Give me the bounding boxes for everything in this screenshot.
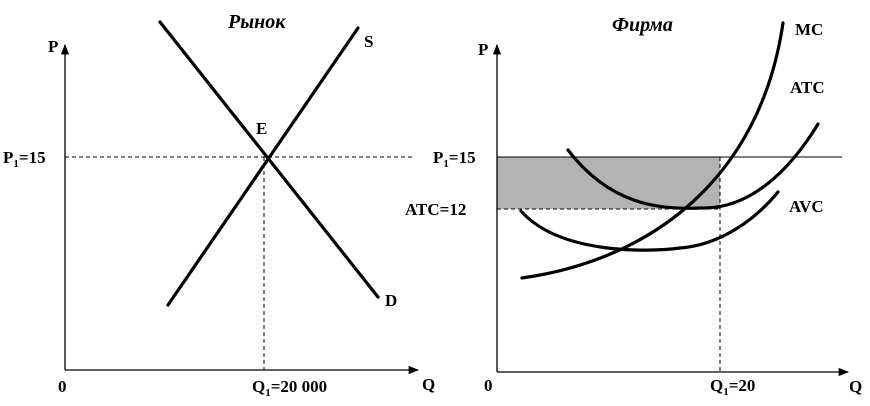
market-quantity-axis-label: Q [422,375,435,394]
mc-curve [520,21,785,280]
firm-price-value-label: P1=15 [433,148,476,170]
atc-label: ATC [790,78,825,97]
equilibrium-label: E [256,119,267,138]
market-panel: Рынок P Q 0 S D E P1=15 Q1=20 000 [3,11,435,399]
supply-label: S [364,32,373,51]
market-title: Рынок [227,11,286,33]
firm-atc-value-label: ATC=12 [405,200,466,219]
demand-label: D [385,291,397,310]
market-origin-label: 0 [58,377,67,396]
supply-curve [166,26,360,307]
firm-quantity-value-label: Q1=20 [710,376,755,398]
market-quantity-value-label: Q1=20 000 [252,377,327,399]
market-price-axis-label: P [48,37,58,56]
atc-curve [566,122,820,210]
firm-price-axis-label: P [478,40,488,59]
mc-label: MC [795,20,823,39]
market-price-value-label: P1=15 [3,148,46,170]
firm-origin-label: 0 [484,376,493,395]
profit-area [497,157,720,209]
firm-panel: Фирма P Q 0 MC ATC AVC P1=15 ATC=12 Q1=2… [405,14,862,398]
firm-title: Фирма [612,14,673,36]
firm-quantity-axis-label: Q [849,377,862,396]
avc-label: AVC [789,197,824,216]
avc-curve [519,190,780,252]
